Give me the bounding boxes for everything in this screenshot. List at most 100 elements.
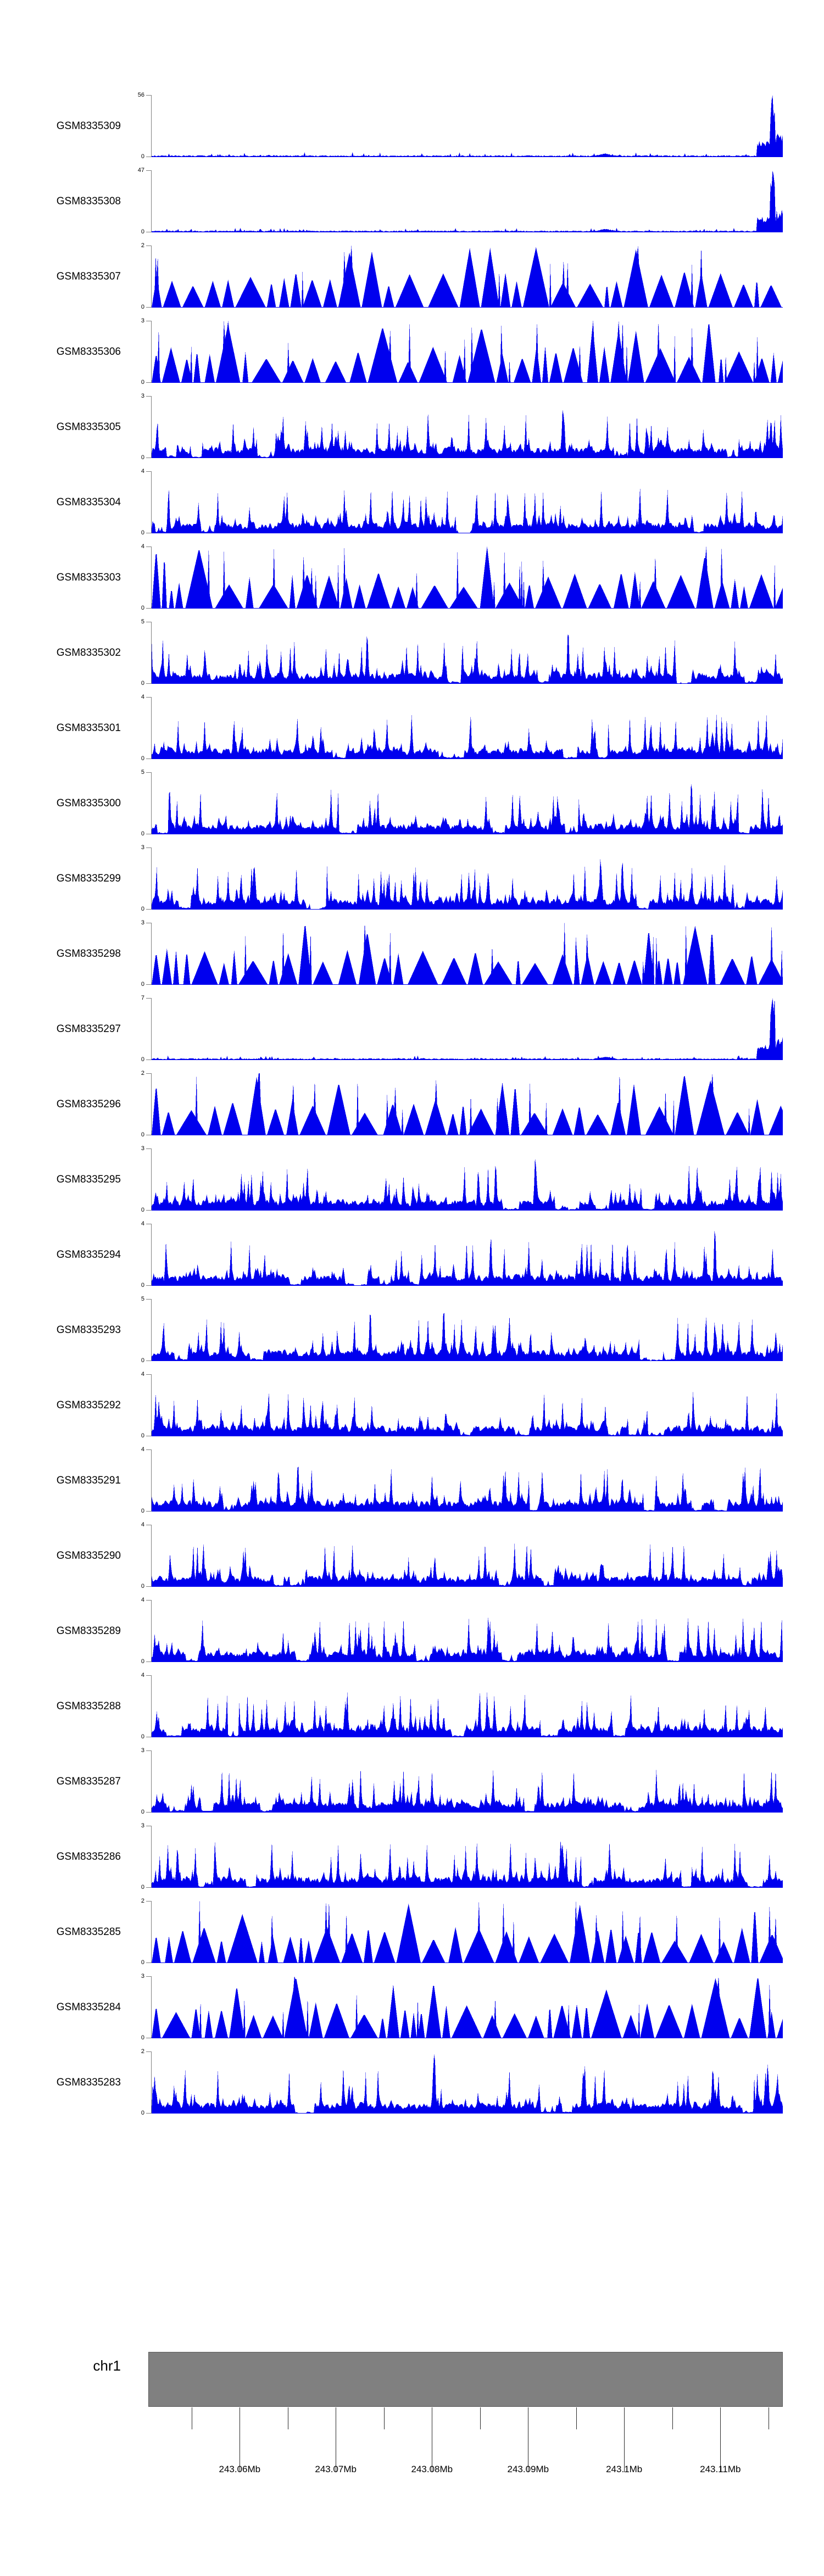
y-axis-min-label: 0 — [141, 379, 144, 386]
coverage-track[interactable]: GSM8335308 47 0 — [0, 168, 824, 243]
coverage-plot-area[interactable] — [152, 1750, 783, 1813]
y-axis-min-label: 0 — [141, 906, 144, 912]
coverage-plot-area[interactable] — [152, 246, 783, 308]
y-axis-max-label: 5 — [141, 1296, 144, 1302]
coverage-track[interactable]: GSM8335285 2 0 — [0, 1898, 824, 1974]
ruler-tick-label: 243.1Mb — [606, 2464, 643, 2474]
ruler-tick-label: 243.07Mb — [315, 2464, 357, 2474]
coverage-plot-area[interactable] — [152, 1299, 783, 1361]
ruler-major-tick — [720, 2407, 721, 2472]
coverage-plot-area[interactable] — [152, 772, 783, 834]
coverage-track[interactable]: GSM8335293 5 0 — [0, 1296, 824, 1372]
coverage-plot-area[interactable] — [152, 697, 783, 759]
coverage-track[interactable]: GSM8335297 7 0 — [0, 995, 824, 1071]
coverage-track[interactable]: GSM8335283 2 0 — [0, 2049, 824, 2125]
y-axis-line — [151, 1600, 152, 1661]
y-axis-tick-max — [146, 2051, 152, 2052]
track-label-GSM8335297: GSM8335297 — [56, 1023, 121, 1035]
coverage-track[interactable]: GSM8335301 4 0 — [0, 694, 824, 770]
track-label-GSM8335288: GSM8335288 — [56, 1700, 121, 1712]
coverage-baseline — [152, 608, 783, 609]
coverage-plot-area[interactable] — [152, 1525, 783, 1587]
track-label-GSM8335300: GSM8335300 — [56, 798, 121, 809]
coverage-plot-area[interactable] — [152, 1826, 783, 1888]
coverage-track[interactable]: GSM8335298 3 0 — [0, 920, 824, 996]
coverage-track[interactable]: GSM8335294 4 0 — [0, 1221, 824, 1297]
coverage-plot-area[interactable] — [152, 1600, 783, 1662]
coverage-track[interactable]: GSM8335289 4 0 — [0, 1597, 824, 1673]
coverage-baseline — [152, 307, 783, 308]
coverage-baseline — [152, 1210, 783, 1211]
track-label-GSM8335296: GSM8335296 — [56, 1099, 121, 1110]
y-axis-line — [151, 95, 152, 157]
track-y-axis: 56 0 — [127, 92, 152, 160]
coverage-plot-area[interactable] — [152, 923, 783, 985]
y-axis-tick-max — [146, 1600, 152, 1601]
y-axis-line — [151, 923, 152, 984]
coverage-baseline — [152, 683, 783, 684]
y-axis-line — [151, 2051, 152, 2113]
coverage-track[interactable]: GSM8335295 3 0 — [0, 1146, 824, 1222]
coverage-track[interactable]: GSM8335306 3 0 — [0, 318, 824, 394]
coverage-track[interactable]: GSM8335288 4 0 — [0, 1672, 824, 1748]
coverage-track[interactable]: GSM8335302 5 0 — [0, 619, 824, 695]
coverage-plot-area[interactable] — [152, 1224, 783, 1286]
coverage-plot-area[interactable] — [152, 547, 783, 609]
ideogram-bar[interactable] — [148, 2352, 783, 2407]
y-axis-line — [151, 246, 152, 307]
y-axis-tick-min — [146, 683, 152, 684]
y-axis-max-label: 3 — [141, 1747, 144, 1754]
coverage-plot-area[interactable] — [152, 1374, 783, 1436]
coverage-plot-area[interactable] — [152, 396, 783, 458]
ruler-minor-tick — [672, 2407, 673, 2429]
coverage-track[interactable]: GSM8335286 3 0 — [0, 1823, 824, 1899]
coverage-track[interactable]: GSM8335307 2 0 — [0, 243, 824, 319]
coverage-track[interactable]: GSM8335309 56 0 — [0, 92, 824, 168]
y-axis-tick-min — [146, 307, 152, 308]
coverage-plot-area[interactable] — [152, 847, 783, 910]
coverage-plot-area[interactable] — [152, 1449, 783, 1512]
coverage-track[interactable]: GSM8335284 3 0 — [0, 1973, 824, 2049]
coverage-plot-area[interactable] — [152, 471, 783, 533]
coverage-track[interactable]: GSM8335304 4 0 — [0, 469, 824, 544]
y-axis-min-label: 0 — [141, 1733, 144, 1740]
coverage-plot-area[interactable] — [152, 95, 783, 157]
coverage-track[interactable]: GSM8335303 4 0 — [0, 544, 824, 620]
y-axis-max-label: 4 — [141, 543, 144, 550]
coverage-plot-area[interactable] — [152, 1976, 783, 2038]
track-label-GSM8335290: GSM8335290 — [56, 1550, 121, 1562]
coverage-track[interactable]: GSM8335299 3 0 — [0, 845, 824, 921]
y-axis-line — [151, 772, 152, 834]
y-axis-max-label: 4 — [141, 1371, 144, 1378]
coverage-plot-area[interactable] — [152, 1073, 783, 1135]
coverage-plot-area[interactable] — [152, 998, 783, 1060]
y-axis-tick-max — [146, 1073, 152, 1074]
coverage-track[interactable]: GSM8335292 4 0 — [0, 1371, 824, 1447]
y-axis-min-label: 0 — [141, 1583, 144, 1590]
coverage-plot-area[interactable] — [152, 1901, 783, 1963]
coverage-track[interactable]: GSM8335290 4 0 — [0, 1521, 824, 1598]
y-axis-max-label: 4 — [141, 1521, 144, 1528]
coverage-track[interactable]: GSM8335291 4 0 — [0, 1447, 824, 1523]
coverage-track[interactable]: GSM8335287 3 0 — [0, 1748, 824, 1824]
coverage-plot-area[interactable] — [152, 1148, 783, 1211]
coverage-track[interactable]: GSM8335296 2 0 — [0, 1070, 824, 1146]
coverage-plot-area[interactable] — [152, 622, 783, 684]
y-axis-tick-max — [146, 396, 152, 397]
coverage-plot-area[interactable] — [152, 321, 783, 383]
coverage-track[interactable]: GSM8335305 3 0 — [0, 393, 824, 469]
coverage-track[interactable]: GSM8335300 5 0 — [0, 770, 824, 845]
coverage-baseline — [152, 984, 783, 985]
coverage-plot-area[interactable] — [152, 170, 783, 232]
coverage-plot-area[interactable] — [152, 1675, 783, 1737]
coverage-plot-area[interactable] — [152, 2051, 783, 2114]
